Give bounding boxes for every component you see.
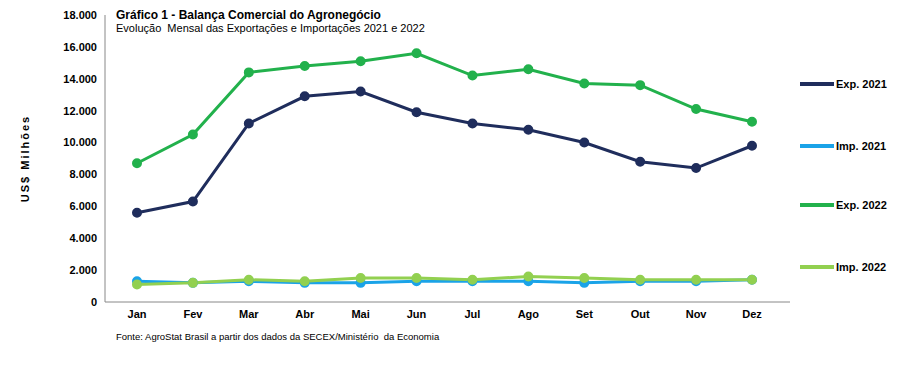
svg-text:Out: Out <box>631 308 650 320</box>
svg-text:Dez: Dez <box>742 308 762 320</box>
html-text:Fonte: AgroStat Brasil a parti: Fonte: AgroStat Brasil a partir dos dado… <box>116 331 440 342</box>
svg-text:Nov: Nov <box>686 308 708 320</box>
svg-text:12.000: 12.000 <box>63 105 97 117</box>
html-text:Imp. 2021: Imp. 2021 <box>836 140 887 152</box>
svg-text:14.000: 14.000 <box>63 73 97 85</box>
svg-text:10.000: 10.000 <box>63 136 97 148</box>
svg-text:0: 0 <box>91 296 97 308</box>
html-text:Evolução Mensal das Exportaçõe: Evolução Mensal das Exportações e Import… <box>116 22 425 34</box>
svg-text:4.000: 4.000 <box>69 232 97 244</box>
svg-text:Ago: Ago <box>518 308 540 320</box>
svg-text:Set: Set <box>576 308 593 320</box>
svg-text:Abr: Abr <box>295 308 315 320</box>
svg-text:18.000: 18.000 <box>63 9 97 21</box>
svg-text:Jan: Jan <box>128 308 147 320</box>
svg-text:2.000: 2.000 <box>69 264 97 276</box>
svg-text:Jul: Jul <box>465 308 481 320</box>
html-text:Exp. 2022: Exp. 2022 <box>836 199 887 211</box>
svg-text:16.000: 16.000 <box>63 41 97 53</box>
html-text:Exp. 2021: Exp. 2021 <box>836 78 887 90</box>
svg-text:Jun: Jun <box>407 308 427 320</box>
html-text:Imp. 2022: Imp. 2022 <box>836 261 887 273</box>
svg-text:6.000: 6.000 <box>69 200 97 212</box>
svg-text:Fev: Fev <box>183 308 203 320</box>
svg-text:Mar: Mar <box>239 308 259 320</box>
svg-text:Mai: Mai <box>351 308 369 320</box>
svg-text:8.000: 8.000 <box>69 168 97 180</box>
svg-text:US$ Milhões: US$ Milhões <box>19 115 31 202</box>
html-text:Gráfico 1 - Balança Comercial: Gráfico 1 - Balança Comercial do Agroneg… <box>116 8 381 22</box>
